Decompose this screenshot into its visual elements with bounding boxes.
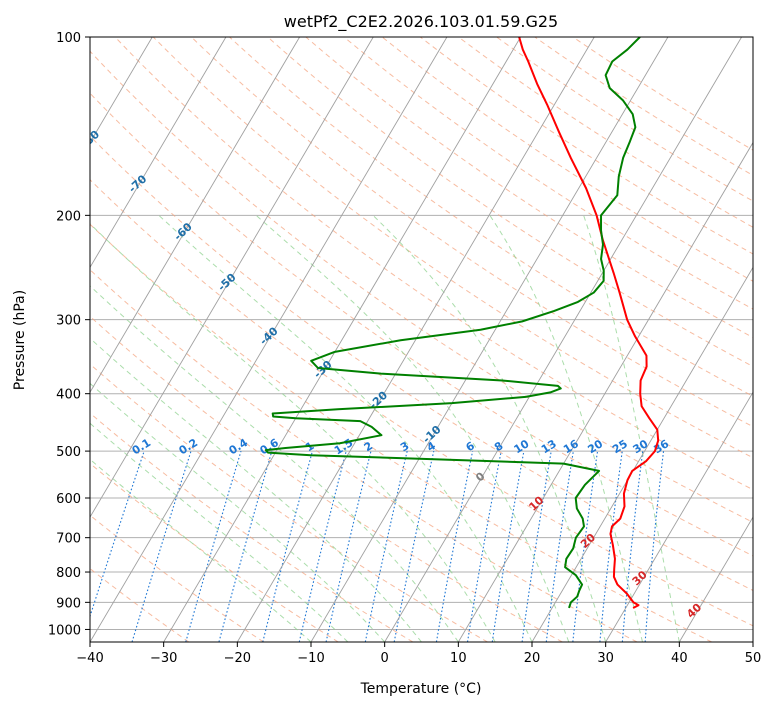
- dry-adiabat-line: [152, 37, 753, 459]
- y-tick-label: 300: [56, 314, 81, 329]
- chart-title: wetPf2_C2E2.2026.103.01.59.G25: [284, 12, 558, 32]
- mixing-ratio-line: [218, 450, 273, 642]
- mixing-ratio-line: [298, 450, 347, 642]
- dry-adiabat-line: [496, 37, 753, 202]
- mixing-ratio-line: [599, 451, 623, 642]
- isotherm-line: [384, 37, 743, 642]
- moist-adiabat-line: [489, 215, 643, 642]
- isotherm-line: [678, 516, 753, 642]
- isotherm-line: [90, 37, 301, 394]
- dry-adiabat-line: [572, 37, 753, 151]
- y-tick-label: 400: [56, 388, 81, 403]
- moist-adiabat-line: [372, 214, 607, 642]
- isotherm-line: [605, 391, 753, 642]
- y-tick-label: 800: [56, 566, 81, 581]
- mixing-ratio-line: [491, 451, 525, 642]
- mixing-ratio-line: [262, 450, 313, 642]
- mixing-ratio-line: [90, 450, 145, 619]
- isotherm-line: [236, 37, 595, 642]
- temperature-profile-line: [518, 37, 660, 609]
- dry-adiabat-line: [458, 37, 753, 228]
- isotherm-line: [531, 266, 753, 642]
- x-axis-title: Temperature (°C): [360, 681, 482, 697]
- x-tick-label: −30: [150, 651, 177, 666]
- x-tick-label: 10: [450, 651, 467, 666]
- mixing-ratio-line: [521, 451, 552, 642]
- isotherm-line: [90, 37, 448, 642]
- dry-adiabat-line: [90, 92, 753, 557]
- dewpoint-profile-line: [264, 37, 641, 609]
- x-tick-label: −10: [297, 651, 324, 666]
- plot-background: [90, 37, 753, 642]
- y-tick-label: 900: [56, 596, 81, 611]
- dry-adiabat-line: [305, 37, 753, 339]
- x-tick-label: 50: [745, 651, 762, 666]
- isotherm-line: [163, 37, 522, 642]
- y-tick-label: 1000: [48, 623, 81, 638]
- dry-adiabat-line: [90, 514, 264, 642]
- dry-adiabat-line: [191, 37, 753, 428]
- moist-adiabat-line: [90, 223, 496, 642]
- isotherm-line: [90, 37, 374, 519]
- mixing-ratio-lines: [90, 450, 665, 642]
- sounding-profiles: [264, 37, 660, 609]
- y-tick-label: 600: [56, 492, 81, 507]
- moist-adiabat-line: [158, 214, 533, 642]
- dry-adiabat-line: [90, 135, 753, 591]
- dry-adiabat-line: [267, 37, 753, 368]
- x-tick-label: −40: [76, 651, 103, 666]
- isotherm-line: [90, 37, 227, 269]
- x-axis: −40 −30 −20 −10 0 10 20 30 40 50: [76, 642, 761, 666]
- dry-adiabat-line: [90, 315, 563, 642]
- y-tick-label: 100: [56, 31, 81, 46]
- y-tick-label: 200: [56, 209, 81, 224]
- moist-adiabat-line: [90, 458, 312, 642]
- dry-adiabat-line: [90, 50, 753, 523]
- x-tick-label: 30: [597, 651, 614, 666]
- y-axis-title: Pressure (hPa): [12, 290, 28, 390]
- plot-frame: [89, 36, 754, 643]
- mixing-ratio-line: [185, 450, 242, 642]
- mixing-ratio-line: [621, 451, 644, 642]
- moist-adiabats: [90, 214, 680, 642]
- x-tick-label: 20: [524, 651, 541, 666]
- y-tick-label: 700: [56, 532, 81, 547]
- moist-adiabat-line: [90, 285, 459, 642]
- x-tick-label: 40: [671, 651, 688, 666]
- isotherm-line: [310, 37, 669, 642]
- moist-adiabat-line: [90, 337, 422, 642]
- mixing-ratio-line: [644, 451, 665, 642]
- y-tick-label: 500: [56, 445, 81, 460]
- y-axis: 100 200 300 400 500 600 700 800 900 1000: [48, 31, 90, 638]
- moist-adiabat-line: [583, 215, 680, 642]
- mixing-ratio-line: [572, 451, 599, 642]
- mixing-ratio-line: [131, 450, 192, 642]
- pressure-gridlines: [90, 37, 753, 630]
- dry-adiabat-line: [229, 37, 753, 397]
- isotherm-line: [90, 37, 153, 144]
- dry-adiabat-line: [90, 179, 753, 627]
- x-tick-label: −20: [224, 651, 251, 666]
- mixing-ratio-line: [545, 451, 574, 642]
- x-tick-label: 0: [381, 651, 389, 666]
